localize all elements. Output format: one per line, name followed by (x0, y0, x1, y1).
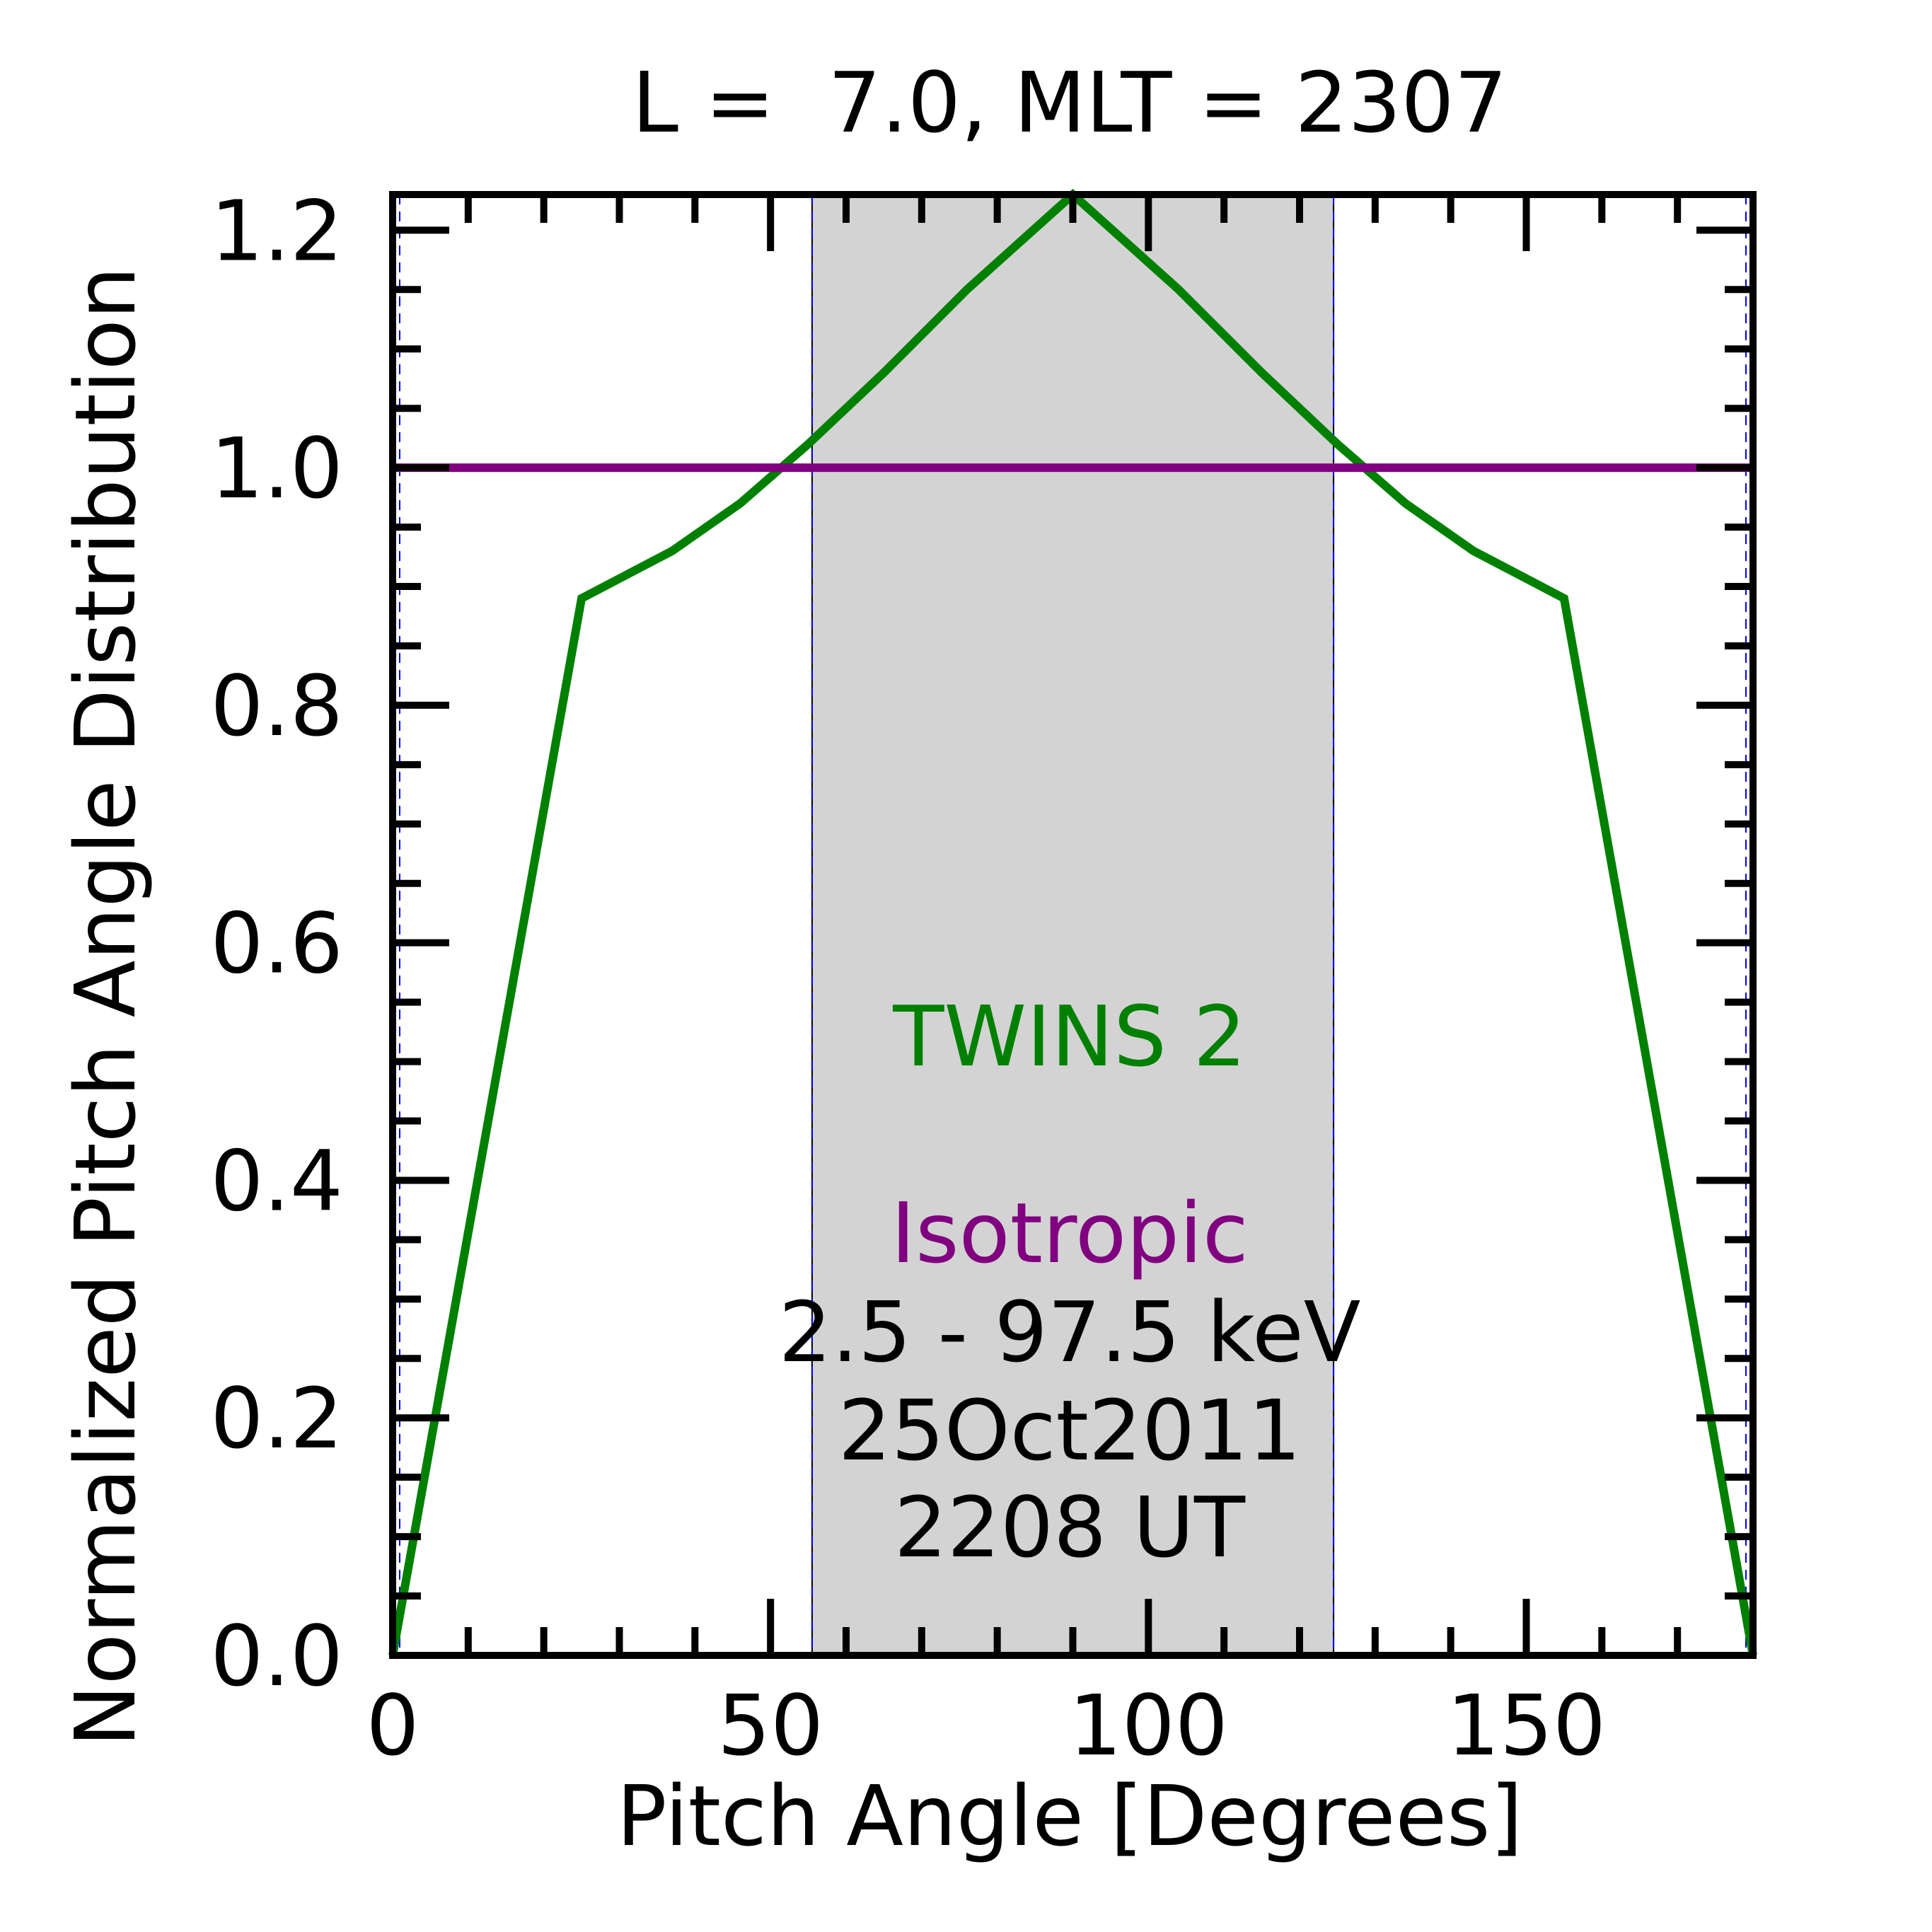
shaded-region (811, 195, 1334, 1655)
y-axis-label: Normalized Pitch Angle Distribution (57, 266, 154, 1747)
x-tick-label: 50 (717, 1677, 823, 1774)
plot-frame (389, 191, 1757, 1659)
tick-labels-layer: 0 50 100 150 0.0 0.2 0.4 0.6 0.8 1.0 1.2 (210, 182, 1606, 1774)
x-tick-label: 0 (366, 1677, 419, 1774)
y-tick-label: 0.0 (210, 1607, 343, 1705)
x-tick-label: 150 (1447, 1677, 1606, 1774)
annotation-time: 2208 UT (894, 1479, 1246, 1576)
annotation-energy-range: 2.5 - 97.5 keV (779, 1283, 1361, 1381)
x-tick-label: 100 (1069, 1677, 1228, 1774)
annotation-isotropic: Isotropic (891, 1184, 1248, 1282)
chart-title: L = 7.0, MLT = 2307 (632, 54, 1507, 151)
x-axis-label: Pitch Angle [Degrees] (616, 1767, 1522, 1865)
y-tick-label: 0.6 (210, 895, 343, 993)
y-tick-label: 1.2 (210, 182, 343, 279)
y-tick-label: 1.0 (210, 420, 343, 517)
y-tick-label: 0.8 (210, 657, 343, 755)
annotation-twins-2: TWINS 2 (892, 988, 1246, 1085)
y-tick-label: 0.2 (210, 1370, 343, 1467)
y-tick-label: 0.4 (210, 1132, 343, 1230)
annotation-date: 25Oct2011 (838, 1382, 1301, 1479)
